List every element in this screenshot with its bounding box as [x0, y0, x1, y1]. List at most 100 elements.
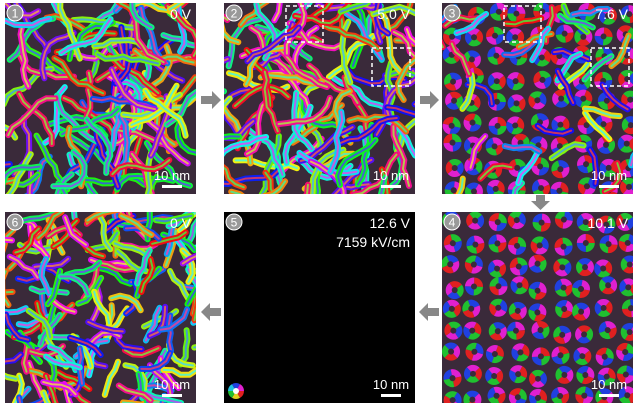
texture-bubble [477, 396, 479, 405]
texture-bubble [512, 371, 515, 379]
texture-stripe [191, 99, 230, 141]
texture-bubble [558, 282, 562, 290]
texture-bubble [468, 394, 477, 396]
panel-label: 7159 kV/cm [336, 234, 410, 250]
texture-bubble [449, 104, 457, 107]
texture-bubble [513, 97, 521, 99]
texture-bubble [451, 95, 459, 98]
texture-bubble [554, 121, 556, 129]
texture-bubble [535, 325, 538, 333]
texture-bubble [535, 333, 543, 336]
texture-bubble [447, 76, 451, 84]
texture-bubble [513, 128, 521, 131]
texture-bubble [626, 129, 634, 131]
texture-bubble [534, 373, 542, 375]
texture-bubble [575, 307, 578, 315]
texture-bubble [532, 258, 535, 266]
texture-bubble [500, 265, 503, 273]
texture-bubble [448, 84, 456, 88]
texture-bubble [477, 186, 480, 194]
texture-bubble [566, 264, 568, 272]
texture-bubble [514, 279, 522, 282]
texture-bubble [561, 369, 569, 371]
panel [429, 3, 634, 216]
panel-number: 1 [12, 7, 19, 21]
texture-stripe [191, 99, 230, 141]
panel-label: 0 V [170, 6, 192, 22]
texture-bubble [543, 240, 546, 248]
texture-bubble [541, 95, 544, 103]
texture-bubble [469, 368, 477, 370]
texture-bubble [532, 266, 540, 269]
texture-bubble [580, 217, 583, 225]
texture-bubble [627, 335, 634, 338]
scale-bar [599, 185, 619, 188]
scale-bar-label: 10 nm [591, 168, 627, 183]
texture-bubble [621, 139, 623, 148]
texture-bubble [450, 403, 458, 406]
texture-bubble [539, 182, 547, 186]
texture-bubble [510, 119, 518, 122]
texture-bubble [509, 123, 512, 131]
texture-bubble [600, 401, 608, 403]
scale-bar [381, 185, 401, 188]
texture-bubble [557, 103, 565, 105]
texture-bubble [556, 119, 564, 121]
texture-bubble [589, 263, 591, 271]
texture-bubble [561, 282, 569, 286]
texture-bubble [558, 271, 566, 273]
texture-bubble [492, 326, 495, 334]
texture-bubble [492, 85, 500, 87]
texture-bubble [518, 120, 521, 128]
texture-bubble [490, 183, 498, 186]
texture-bubble [541, 140, 544, 148]
texture-bubble [467, 141, 469, 150]
texture-bubble [578, 360, 586, 362]
texture-bubble [630, 393, 634, 401]
texture-bubble [468, 188, 471, 196]
texture-bubble [578, 49, 586, 51]
texture-bubble [559, 261, 567, 263]
texture-bubble [477, 162, 479, 171]
texture-bubble [624, 260, 626, 269]
texture-bubble [624, 329, 627, 337]
texture-bubble [534, 239, 542, 242]
texture-bubble [579, 373, 583, 381]
scale-bar [162, 394, 182, 397]
texture-bubble [625, 269, 634, 271]
texture-bubble [453, 262, 457, 270]
texture-bubble [447, 397, 450, 405]
texture-bubble [445, 267, 453, 271]
texture-stripe [430, 14, 443, 47]
texture-bubble [623, 291, 631, 294]
texture-bubble [445, 347, 447, 356]
texture-bubble [534, 104, 542, 107]
texture-bubble [469, 53, 477, 56]
texture-bubble [520, 215, 523, 223]
texture-bubble [475, 57, 478, 65]
texture-bubble [518, 355, 526, 358]
texture-bubble [493, 192, 501, 195]
texture-bubble [446, 34, 450, 42]
texture-bubble [624, 96, 626, 105]
texture-bubble [495, 325, 503, 328]
panel-number: 4 [449, 216, 456, 230]
texture-bubble [536, 74, 540, 82]
texture-bubble [578, 330, 580, 338]
texture-bubble [491, 77, 493, 85]
texture-bubble [475, 98, 477, 106]
texture-bubble [516, 137, 525, 139]
texture-bubble [564, 120, 566, 129]
texture-bubble [513, 368, 521, 371]
texture-bubble [626, 94, 634, 96]
texture-bubble [449, 163, 451, 172]
panel-label: 7.6 V [595, 6, 628, 22]
texture-bubble [468, 34, 470, 42]
texture-bubble [515, 305, 523, 308]
texture-bubble [625, 326, 633, 329]
texture-bubble [455, 347, 457, 356]
color-wheel-center [233, 388, 239, 394]
texture-bubble [602, 281, 604, 289]
texture-bubble [604, 289, 613, 291]
texture-bubble [469, 185, 477, 188]
